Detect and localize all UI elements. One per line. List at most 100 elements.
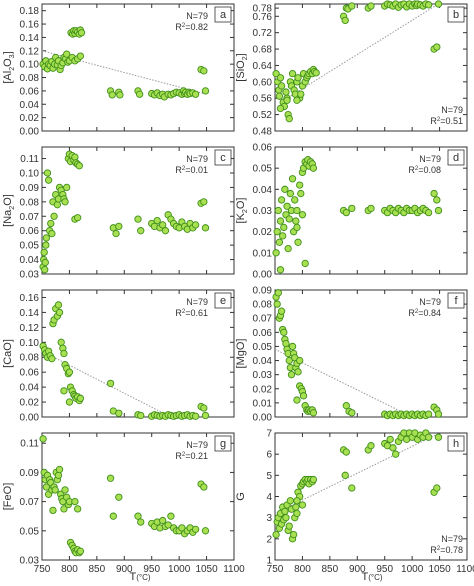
data-point [159, 516, 167, 525]
trend-line [274, 432, 440, 514]
y-tick-label: 0.05 [20, 241, 40, 252]
y-tick-label: 0.08 [20, 353, 40, 364]
data-point [296, 181, 304, 189]
data-point [284, 244, 292, 253]
y-tick-label: 0.02 [253, 384, 273, 395]
data-point [272, 69, 280, 78]
data-point [201, 527, 210, 535]
data-point [178, 524, 186, 532]
stat-r2: R2=0.21 [175, 451, 208, 461]
data-point [348, 409, 356, 417]
data-point [341, 16, 349, 25]
data-point [288, 69, 297, 78]
y-tick-label: 0.05 [253, 164, 273, 175]
data-point [48, 229, 56, 238]
data-point [137, 227, 145, 235]
data-point [275, 92, 284, 100]
panel-label-box [214, 435, 232, 452]
data-point [51, 486, 59, 494]
panel-b: 0.48 0.52 0.56 0.60 0.64 0.68 0.72 0.760.78 b N=7… [235, 0, 468, 138]
data-point [434, 0, 443, 8]
trend-line [280, 2, 440, 103]
data-point [49, 506, 57, 515]
y-tick-label: 0.10 [20, 60, 40, 71]
data-point [272, 530, 280, 539]
y-tick-label: 0.78 [253, 4, 273, 15]
data-point [60, 505, 68, 513]
data-point [61, 198, 69, 206]
y-tick-label: 0.18 [20, 6, 40, 17]
data-point [65, 368, 74, 376]
data-point [288, 175, 297, 183]
x-axis-label-left: T(°C) [129, 571, 150, 583]
data-point [134, 512, 142, 520]
y-tick-label: 0.07 [20, 497, 40, 508]
stat-n: N=79 [186, 154, 208, 164]
y-tick-label: 0.04 [253, 185, 273, 196]
data-point [112, 229, 120, 238]
y-tick-label: 0.60 [253, 77, 273, 88]
data-point [293, 96, 301, 104]
data-point [274, 206, 282, 215]
data-point [293, 206, 301, 215]
data-point [277, 307, 286, 315]
data-point [47, 219, 55, 228]
data-point [281, 185, 289, 193]
data-point [285, 215, 293, 223]
data-point [74, 505, 82, 513]
y-tick-label: 0.52 [253, 110, 273, 121]
x-tick-label: 750 [267, 564, 284, 575]
panel-d: 0.00 0.01 0.02 0.03 0.04 0.05 0.06 d N=79R2=0.08… [235, 143, 468, 281]
y-tick-label: 0.07 [253, 314, 273, 325]
data-point [424, 208, 433, 217]
data-point [39, 435, 47, 443]
y-tick-label: 0.11 [20, 439, 39, 450]
data-point [298, 501, 307, 509]
data-point [137, 411, 145, 420]
data-point [273, 228, 281, 236]
data-point [274, 289, 282, 297]
stat-r2: R2=0.08 [408, 165, 441, 175]
data-point [279, 232, 287, 240]
data-point [159, 221, 167, 229]
data-point [287, 371, 296, 379]
stat-n: N=79 [419, 297, 441, 307]
y-tick-label: 0.10 [20, 338, 40, 349]
panel-label: e [220, 295, 226, 307]
data-point [50, 212, 58, 220]
data-point [191, 90, 200, 98]
data-point [201, 224, 210, 232]
data-point [282, 88, 290, 96]
y-tick-label: 0.56 [253, 94, 273, 105]
data-point [200, 483, 208, 491]
x-tick-label: 1100 [456, 564, 474, 575]
data-point [293, 509, 301, 518]
panel-label: h [453, 438, 459, 450]
data-point [55, 308, 64, 317]
x-tick-label: 900 [349, 564, 366, 575]
y-tick-label: 0.08 [20, 197, 40, 208]
data-point [297, 90, 305, 98]
data-point [276, 74, 285, 82]
data-point [348, 204, 356, 213]
data-point [41, 258, 49, 267]
panel-label: a [220, 9, 227, 21]
data-point [76, 52, 85, 60]
data-point [277, 196, 286, 204]
data-point [153, 216, 161, 225]
data-point [286, 497, 295, 505]
x-tick-label: 950 [143, 564, 160, 575]
data-point [191, 525, 200, 533]
x-tick-label: 1050 [428, 564, 451, 575]
data-point [161, 227, 170, 235]
data-point [309, 164, 318, 172]
data-point [309, 475, 318, 484]
data-point [292, 503, 300, 511]
data-point [106, 474, 115, 482]
y-tick-label: 0.00 [20, 127, 40, 138]
x-tick-label: 850 [89, 564, 106, 575]
y-axis-label: [Na2O] [2, 194, 16, 227]
data-point [276, 217, 285, 225]
data-point [71, 497, 79, 506]
